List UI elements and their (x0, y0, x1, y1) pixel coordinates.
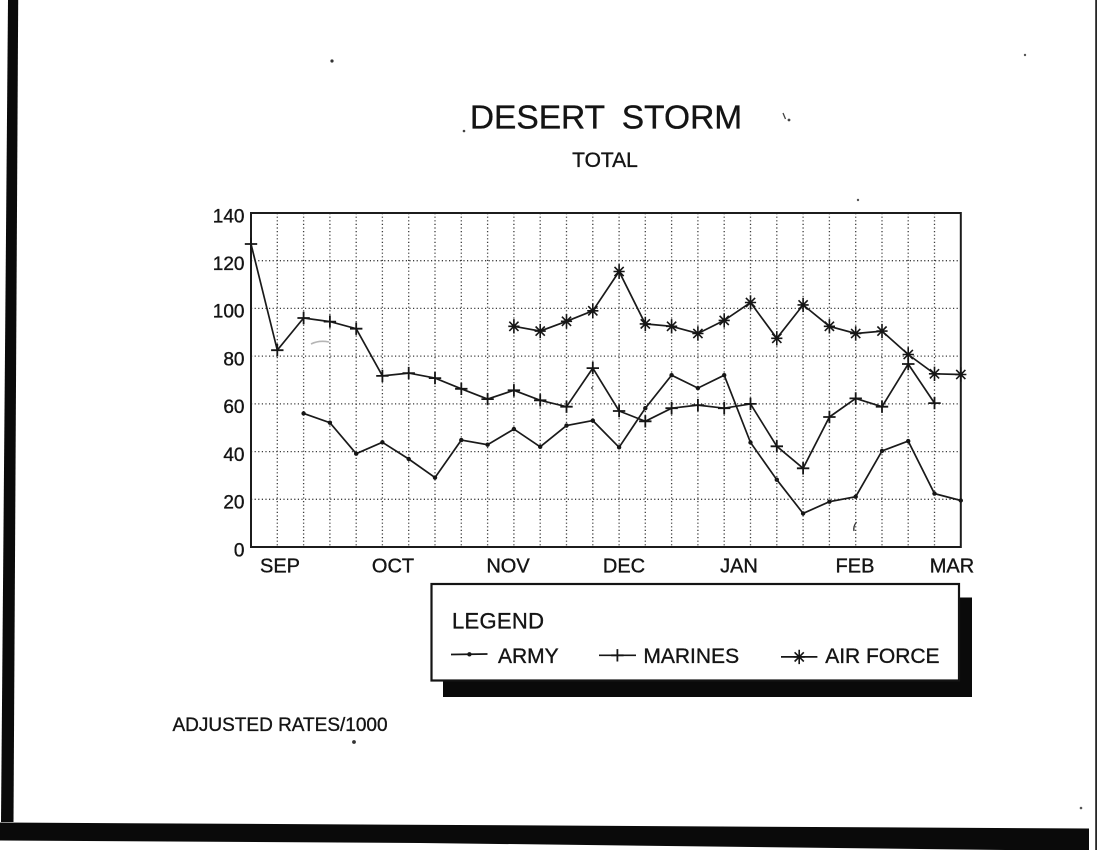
svg-text:FEB: FEB (836, 556, 875, 578)
svg-text:140: 140 (213, 206, 245, 227)
svg-text:LEGEND: LEGEND (452, 608, 544, 633)
svg-text:OCT: OCT (372, 556, 414, 578)
svg-text:60: 60 (223, 397, 244, 418)
svg-text:DEC: DEC (603, 556, 645, 578)
svg-text:MAR: MAR (930, 556, 974, 578)
svg-text:ADJUSTED RATES/1000: ADJUSTED RATES/1000 (173, 715, 388, 736)
svg-text:80: 80 (223, 349, 244, 370)
svg-text:NOV: NOV (486, 556, 530, 578)
svg-text:MARINES: MARINES (643, 645, 739, 668)
svg-text:AIR FORCE: AIR FORCE (825, 645, 939, 668)
svg-text:100: 100 (213, 302, 245, 323)
svg-text:SEP: SEP (260, 556, 300, 578)
svg-text:JAN: JAN (720, 556, 758, 578)
svg-text:0: 0 (234, 540, 245, 561)
svg-text:DESERT STORM: DESERT STORM (470, 100, 742, 137)
svg-text:20: 20 (223, 493, 244, 514)
svg-text:TOTAL: TOTAL (572, 149, 638, 172)
svg-text:120: 120 (213, 254, 245, 275)
svg-text:40: 40 (223, 445, 244, 466)
svg-text:ARMY: ARMY (498, 645, 559, 668)
